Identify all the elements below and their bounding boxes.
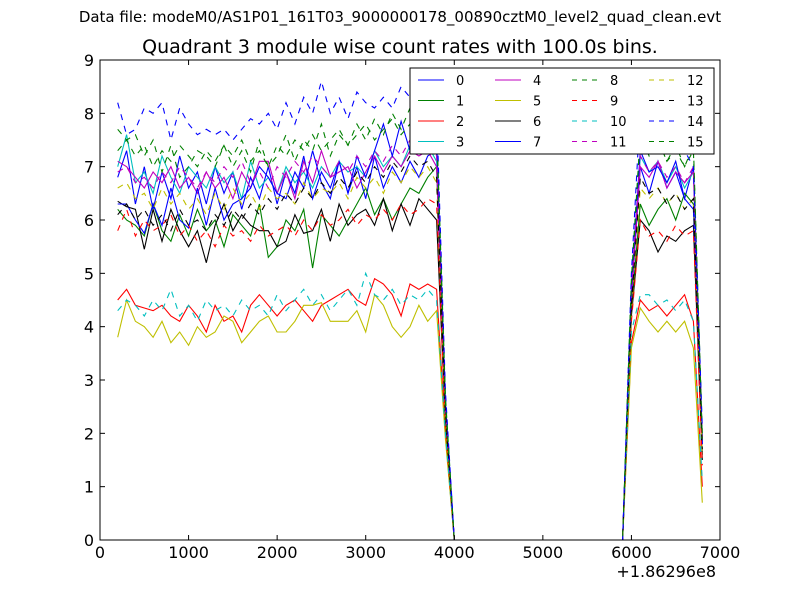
legend-label-2: 2 [456,115,464,130]
series-line-2 [117,277,703,540]
x-tick-label: 7000 [700,543,741,562]
series-line-11 [117,139,703,540]
x-tick-label: 1000 [168,543,209,562]
x-axis-offset-label: +1.86296e8 [616,562,716,581]
y-tick-label: 7 [84,158,94,177]
legend-label-10: 10 [610,115,627,130]
plot-frame [99,59,721,541]
y-tick-label: 8 [84,104,94,123]
x-tick-label: 6000 [611,543,652,562]
legend-label-0: 0 [456,74,464,89]
chart-title: Quadrant 3 module wise count rates with … [142,36,658,58]
y-tick-label: 9 [84,51,94,70]
legend-label-14: 14 [687,115,704,130]
x-tick-label: 2000 [257,543,298,562]
series-line-5 [117,293,703,540]
x-tick-label: 3000 [345,543,386,562]
y-tick-label: 2 [84,424,94,443]
x-tick-label: 5000 [522,543,563,562]
series-line-6 [117,196,703,540]
legend-label-15: 15 [687,136,704,151]
legend-label-6: 6 [533,115,541,130]
series-line-4 [117,148,703,540]
legend-label-7: 7 [533,136,541,151]
legend-label-11: 11 [610,136,627,151]
series-line-13 [117,155,703,540]
series-line-3 [117,134,703,540]
chart-suptitle: Data file: modeM0/AS1P01_161T03_90000001… [78,8,722,26]
x-tick-label: 0 [95,543,105,562]
legend-label-9: 9 [610,95,618,110]
y-tick-label: 4 [84,318,94,337]
series-line-14 [117,79,703,540]
legend-label-8: 8 [610,74,618,89]
y-tick-label: 3 [84,371,94,390]
y-tick-label: 5 [84,264,94,283]
series-line-15 [117,112,703,540]
series-line-8 [117,101,703,540]
legend-label-4: 4 [533,74,541,89]
legend-label-5: 5 [533,95,541,110]
series-line-10 [117,271,703,540]
series-group [117,79,703,540]
series-line-0 [117,149,703,540]
legend-box [409,67,715,155]
legend-label-1: 1 [456,95,464,110]
series-line-9 [117,197,703,540]
y-tick-label: 0 [84,531,94,550]
legend-label-12: 12 [687,74,704,89]
y-tick-label: 1 [84,478,94,497]
y-tick-label: 6 [84,211,94,230]
x-tick-label: 4000 [434,543,475,562]
legend-label-3: 3 [456,136,464,151]
legend-label-13: 13 [687,95,704,110]
